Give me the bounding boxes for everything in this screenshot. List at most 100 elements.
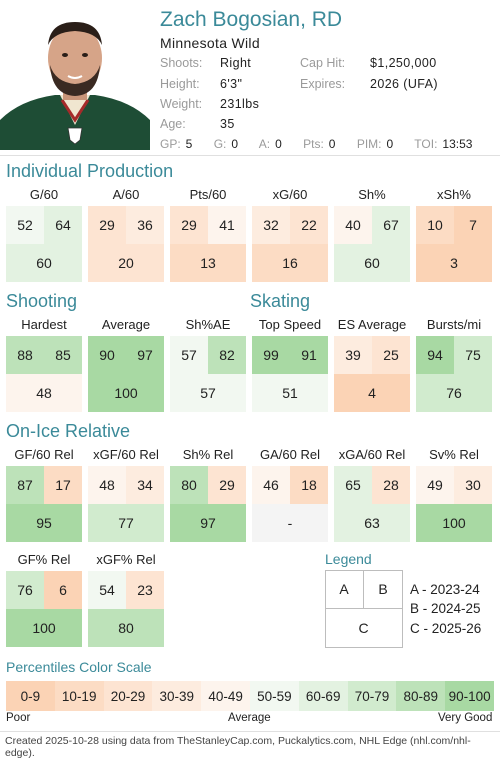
legend-line-c: C - 2025-26: [410, 621, 482, 636]
section-individual-title: Individual Production: [6, 161, 174, 181]
stat-gf-60-rel-b: 17: [44, 466, 82, 504]
legend-vdivider: [363, 570, 364, 608]
stat-sv-rel-header: Sv% Rel: [429, 447, 479, 462]
stat-xgf-60-rel-b: 34: [126, 466, 164, 504]
stat-ga-60-rel-c: -: [252, 504, 328, 542]
footer-credit: Created 2025-10-28 using data from TheSt…: [5, 735, 471, 759]
stat-top-speed-a: 99: [252, 336, 290, 374]
goals-label: G:: [213, 137, 227, 151]
pim-value: 0: [386, 137, 394, 151]
section-shooting-title: Shooting: [6, 291, 78, 311]
stat-xg-60-a: 32: [252, 206, 290, 244]
stat-es-average-b: 25: [372, 336, 410, 374]
section-onice-title: On-Ice Relative: [6, 421, 131, 441]
assists-label: A:: [258, 137, 271, 151]
stat-sh-ae-a: 57: [170, 336, 208, 374]
stat-xsh--a: 10: [416, 206, 454, 244]
scale-cell-80-89: 80-89: [396, 681, 446, 711]
caphit-label: Cap Hit:: [300, 56, 346, 70]
stat-es-average-a: 39: [334, 336, 372, 374]
stat-ga-60-rel-b: 18: [290, 466, 328, 504]
assists-value: 0: [275, 137, 282, 151]
stat-xgf-rel-a: 54: [88, 571, 126, 609]
weight-value: 231lbs: [220, 97, 260, 111]
scale-cell-30-39: 30-39: [152, 681, 202, 711]
stat-xgf-rel-c: 80: [88, 609, 164, 647]
stat-es-average-c: 4: [334, 374, 410, 412]
stat-gf-60-rel-c: 95: [6, 504, 82, 542]
stat-bursts-mi-header: Bursts/mi: [426, 317, 482, 332]
stat-xg-60-b: 22: [290, 206, 328, 244]
pim-label: PIM:: [356, 137, 382, 151]
caphit-value: $1,250,000: [370, 56, 437, 70]
legend-c: C: [358, 620, 369, 636]
stat-xga-60-rel-c: 63: [334, 504, 410, 542]
section-scale-title: Percentiles Color Scale: [6, 659, 152, 675]
scale-cell-50-59: 50-59: [250, 681, 299, 711]
weight-label: Weight:: [160, 97, 203, 111]
stat-top-speed-header: Top Speed: [258, 317, 322, 332]
stat-sh-ae-header: Sh%AE: [185, 317, 231, 332]
scale-very-good-label: Very Good: [438, 712, 493, 724]
goals-value: 0: [231, 137, 239, 151]
stat-bursts-mi-c: 76: [416, 374, 492, 412]
section-legend-title: Legend: [325, 551, 372, 567]
stat-ga-60-rel-header: GA/60 Rel: [260, 447, 320, 462]
stat-bursts-mi-a: 94: [416, 336, 454, 374]
stat-ga-60-rel-a: 46: [252, 466, 290, 504]
stat-gf-rel-c: 100: [6, 609, 82, 647]
stat-a-60-b: 36: [126, 206, 164, 244]
stat-gf-rel-header: GF% Rel: [17, 552, 71, 567]
age-label: Age:: [160, 117, 186, 131]
scale-cell-20-29: 20-29: [103, 681, 153, 711]
stat-gf-rel-a: 76: [6, 571, 44, 609]
stat-average-b: 97: [126, 336, 164, 374]
player-name: Zach Bogosian, RD: [160, 8, 343, 31]
player-photo: [0, 0, 150, 150]
stat-pts-60-b: 41: [208, 206, 246, 244]
scale-cell-90-100: 90-100: [445, 681, 494, 711]
stat-sh--b: 67: [372, 206, 410, 244]
points-label: Pts:: [303, 137, 324, 151]
stat-xgf-rel-header: xGF% Rel: [96, 552, 156, 567]
legend-b: B: [378, 581, 388, 597]
stat-sh-ae-c: 57: [170, 374, 246, 412]
stat-gf-60-rel-a: 87: [6, 466, 44, 504]
stat-hardest-b: 85: [44, 336, 82, 374]
stat-sv-rel-a: 49: [416, 466, 454, 504]
legend-box: [325, 570, 403, 648]
stat-sh-rel-b: 29: [208, 466, 246, 504]
legend-hdivider: [325, 608, 403, 609]
stat-sh-rel-c: 97: [170, 504, 246, 542]
stat-g-60-header: G/60: [29, 187, 59, 202]
stat-gf-rel-b: 6: [44, 571, 82, 609]
stat-g-60-a: 52: [6, 206, 44, 244]
stat-pts-60-header: Pts/60: [189, 187, 227, 202]
stat-xgf-60-rel-a: 48: [88, 466, 126, 504]
stat-xga-60-rel-a: 65: [334, 466, 372, 504]
stat-xsh--b: 7: [454, 206, 492, 244]
scale-cell-40-49: 40-49: [201, 681, 250, 711]
stat-average-a: 90: [88, 336, 126, 374]
toi-label: TOI:: [414, 137, 438, 151]
season-stats: GP: 5 G: 0 A: 0 Pts: 0 PIM: 0 TOI: 13:53: [160, 137, 472, 151]
stat-xg-60-c: 16: [252, 244, 328, 282]
scale-poor-label: Poor: [6, 712, 31, 724]
points-value: 0: [328, 137, 336, 151]
stat-xga-60-rel-header: xGA/60 Rel: [338, 447, 406, 462]
legend-line-a: A - 2023-24: [410, 582, 480, 597]
stat-xgf-60-rel-header: xGF/60 Rel: [93, 447, 159, 462]
gp-label: GP:: [160, 137, 181, 151]
stat-xsh--header: xSh%: [437, 187, 471, 202]
scale-cell-0-9: 0-9: [6, 681, 55, 711]
stat-es-average-header: ES Average: [337, 317, 407, 332]
shoots-value: Right: [220, 56, 252, 70]
scale-cell-70-79: 70-79: [347, 681, 397, 711]
stat-sv-rel-b: 30: [454, 466, 492, 504]
shoots-label: Shoots:: [160, 56, 203, 70]
footer-divider: [0, 731, 500, 732]
divider: [0, 155, 500, 156]
stat-sh--header: Sh%: [358, 187, 386, 202]
scale-cell-10-19: 10-19: [54, 681, 104, 711]
stat-hardest-a: 88: [6, 336, 44, 374]
